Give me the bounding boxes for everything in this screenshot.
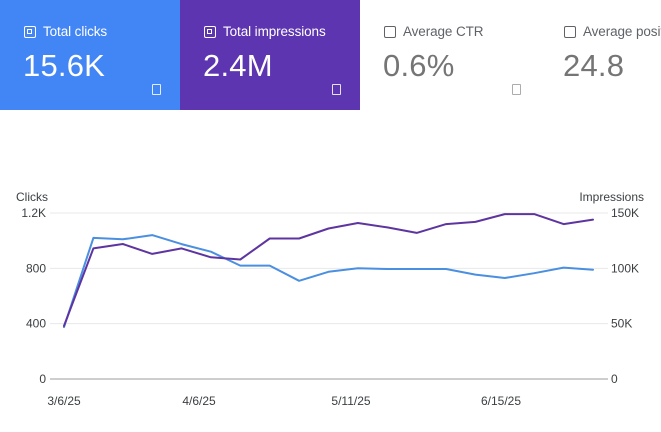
right-tick-label: 0 xyxy=(611,372,618,386)
average-position-label: Average position xyxy=(583,24,661,39)
total-clicks-card[interactable]: Total clicks 15.6K xyxy=(0,0,180,110)
total-impressions-value: 2.4M xyxy=(203,48,273,83)
average-ctr-header: Average CTR xyxy=(384,24,484,39)
x-tick-label: 4/6/25 xyxy=(182,394,216,408)
total-impressions-label: Total impressions xyxy=(223,24,326,39)
checkbox-checked-icon[interactable] xyxy=(204,25,216,38)
performance-chart: Clicks Impressions 0 0 400 50K 800 100K 1.2K 15… xyxy=(16,190,644,408)
average-position-header: Average position xyxy=(564,24,661,39)
chart-gridlines xyxy=(50,212,608,380)
left-tick-label: 400 xyxy=(26,317,46,331)
x-tick-label: 3/6/25 xyxy=(47,394,81,408)
x-tick-label: 5/11/25 xyxy=(331,394,370,408)
left-tick-label: 0 xyxy=(39,372,46,386)
chart-series xyxy=(63,213,594,329)
total-clicks-header: Total clicks xyxy=(24,24,107,39)
checkbox-unchecked-icon[interactable] xyxy=(564,25,576,38)
right-axis-title: Impressions xyxy=(579,190,644,204)
average-ctr-card[interactable]: Average CTR 0.6% xyxy=(360,0,540,110)
right-tick-label: 150K xyxy=(611,206,639,220)
help-icon[interactable] xyxy=(512,84,521,95)
metric-cards: Total clicks 15.6K Total impressions 2.4… xyxy=(0,0,661,110)
left-tick-label: 800 xyxy=(26,261,46,275)
x-tick-label: 6/15/25 xyxy=(481,394,521,408)
left-tick-label: 1.2K xyxy=(21,206,46,220)
total-impressions-card[interactable]: Total impressions 2.4M xyxy=(180,0,360,110)
average-position-value: 24.8 xyxy=(563,48,625,83)
total-clicks-value: 15.6K xyxy=(23,48,106,83)
chart-x-ticks: 3/6/25 4/6/25 5/11/25 6/15/25 xyxy=(47,394,521,408)
checkbox-checked-icon[interactable] xyxy=(24,25,36,38)
right-tick-label: 100K xyxy=(611,261,639,275)
right-tick-label: 50K xyxy=(611,317,632,331)
checkbox-unchecked-icon[interactable] xyxy=(384,25,396,38)
total-clicks-label: Total clicks xyxy=(43,24,108,39)
chart-y-ticks: 0 0 400 50K 800 100K 1.2K 150K xyxy=(21,206,639,386)
total-impressions-header: Total impressions xyxy=(204,24,326,39)
help-icon[interactable] xyxy=(152,84,161,95)
series-line-impressions xyxy=(63,213,594,327)
average-ctr-value: 0.6% xyxy=(383,48,455,83)
left-axis-title: Clicks xyxy=(16,190,48,204)
help-icon[interactable] xyxy=(332,84,341,95)
series-line-clicks xyxy=(63,234,594,329)
average-ctr-label: Average CTR xyxy=(403,24,484,39)
average-position-card[interactable]: Average position 24.8 xyxy=(540,0,661,110)
